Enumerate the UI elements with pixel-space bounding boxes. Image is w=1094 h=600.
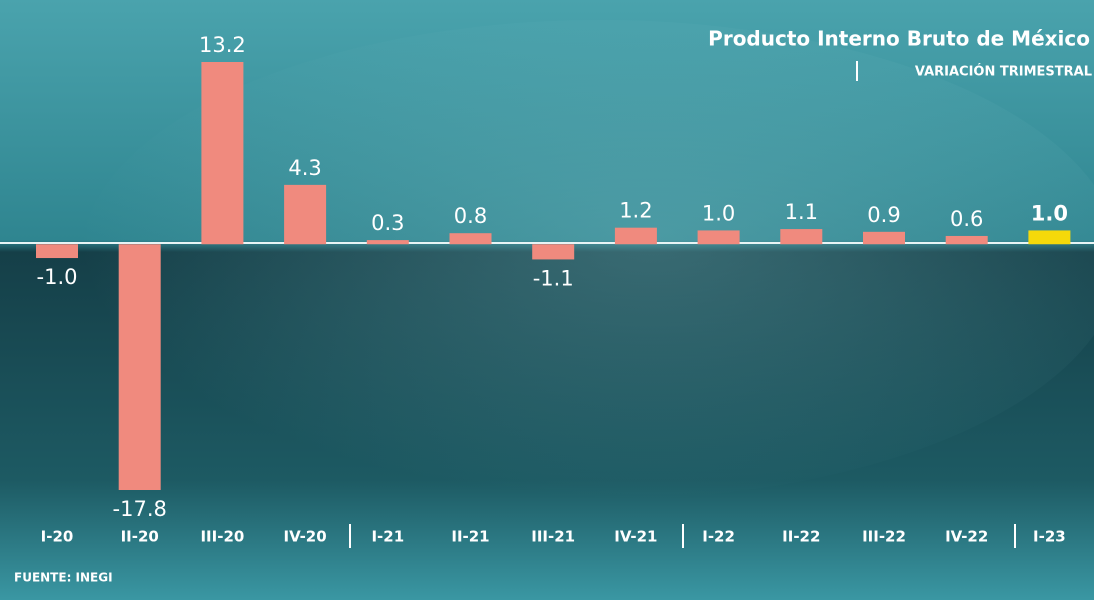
bar <box>945 235 988 245</box>
value-label: 0.3 <box>371 211 404 235</box>
value-label: 13.2 <box>199 33 246 57</box>
x-tick-label: III-20 <box>200 528 244 546</box>
x-tick-label: I-23 <box>1033 528 1066 546</box>
bar <box>1028 230 1071 245</box>
value-label: 0.6 <box>950 207 983 231</box>
source: FUENTE: INEGI <box>14 571 113 585</box>
bar <box>780 229 823 245</box>
x-tick-label: III-21 <box>531 528 575 546</box>
x-tick-label: II-22 <box>782 528 820 546</box>
value-label: 4.3 <box>288 156 321 180</box>
x-tick-label: IV-21 <box>614 528 657 546</box>
bar <box>201 62 244 245</box>
bar <box>449 233 492 245</box>
x-tick-label: IV-20 <box>283 528 326 546</box>
bar <box>118 244 161 490</box>
value-label: 1.2 <box>619 199 652 223</box>
value-label: 1.0 <box>702 201 735 225</box>
bar <box>36 244 78 259</box>
bar <box>532 244 575 260</box>
subtitle: VARIACIÓN TRIMESTRAL <box>915 64 1092 80</box>
value-label: -1.0 <box>37 265 78 289</box>
value-label: -17.8 <box>113 497 167 521</box>
bar <box>614 227 657 245</box>
value-label: -1.1 <box>533 266 574 290</box>
chart-title: Producto Interno Bruto de México <box>708 27 1090 51</box>
x-tick-label: I-20 <box>41 528 74 546</box>
bar <box>366 240 409 245</box>
coin-decoration <box>80 20 1094 500</box>
bar <box>284 184 327 245</box>
x-tick-label: III-22 <box>862 528 906 546</box>
value-label: 0.8 <box>454 204 487 228</box>
x-tick-label: I-21 <box>371 528 404 546</box>
value-label: 1.1 <box>785 200 818 224</box>
x-tick-label: IV-22 <box>945 528 988 546</box>
x-tick-label: I-22 <box>702 528 735 546</box>
x-tick-label: II-21 <box>451 528 489 546</box>
value-label: 1.0 <box>1031 201 1068 225</box>
x-tick-label: II-20 <box>121 528 159 546</box>
bar <box>697 230 740 245</box>
bar <box>863 231 905 245</box>
value-label: 0.9 <box>867 203 900 227</box>
